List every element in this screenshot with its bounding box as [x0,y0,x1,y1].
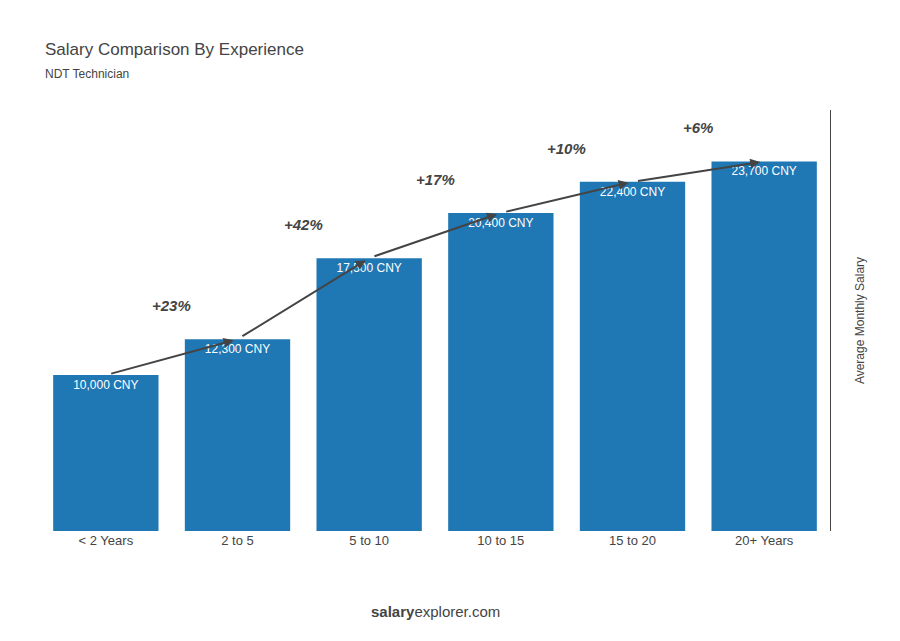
svg-text:10 to 15: 10 to 15 [477,533,524,548]
svg-text:+23%: +23% [152,297,191,314]
svg-text:12,300 CNY: 12,300 CNY [205,342,270,356]
svg-text:10,000 CNY: 10,000 CNY [73,378,138,392]
svg-text:5 to 10: 5 to 10 [349,533,389,548]
svg-text:Salary Comparison By Experienc: Salary Comparison By Experience [45,40,304,59]
svg-text:+17%: +17% [416,171,455,188]
svg-text:20,400 CNY: 20,400 CNY [468,216,533,230]
svg-text:salaryexplorer.com: salaryexplorer.com [371,603,500,620]
svg-text:17,500 CNY: 17,500 CNY [336,261,401,275]
svg-text:+42%: +42% [284,216,323,233]
svg-text:+10%: +10% [547,140,586,157]
svg-text:Average Monthly Salary: Average Monthly Salary [853,257,867,384]
svg-text:+6%: +6% [683,119,713,136]
svg-text:< 2 Years: < 2 Years [79,533,134,548]
svg-text:15 to 20: 15 to 20 [609,533,656,548]
svg-text:22,400 CNY: 22,400 CNY [600,185,665,199]
svg-text:23,700 CNY: 23,700 CNY [731,164,796,178]
svg-text:20+ Years: 20+ Years [735,533,794,548]
svg-text:2 to 5: 2 to 5 [221,533,254,548]
svg-text:NDT Technician: NDT Technician [45,67,129,81]
